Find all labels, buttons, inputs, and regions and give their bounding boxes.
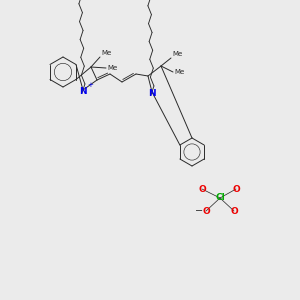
Text: Me: Me bbox=[101, 50, 111, 56]
Text: +: + bbox=[87, 82, 93, 88]
Text: N: N bbox=[148, 88, 156, 98]
Text: Me: Me bbox=[107, 65, 117, 71]
Text: O: O bbox=[232, 184, 240, 194]
Text: N: N bbox=[79, 86, 87, 95]
Text: Me: Me bbox=[172, 51, 182, 57]
Text: −: − bbox=[195, 206, 203, 216]
Text: Cl: Cl bbox=[215, 194, 225, 202]
Text: O: O bbox=[202, 206, 210, 215]
Text: O: O bbox=[230, 206, 238, 215]
Text: Me: Me bbox=[174, 69, 184, 75]
Text: O: O bbox=[198, 184, 206, 194]
